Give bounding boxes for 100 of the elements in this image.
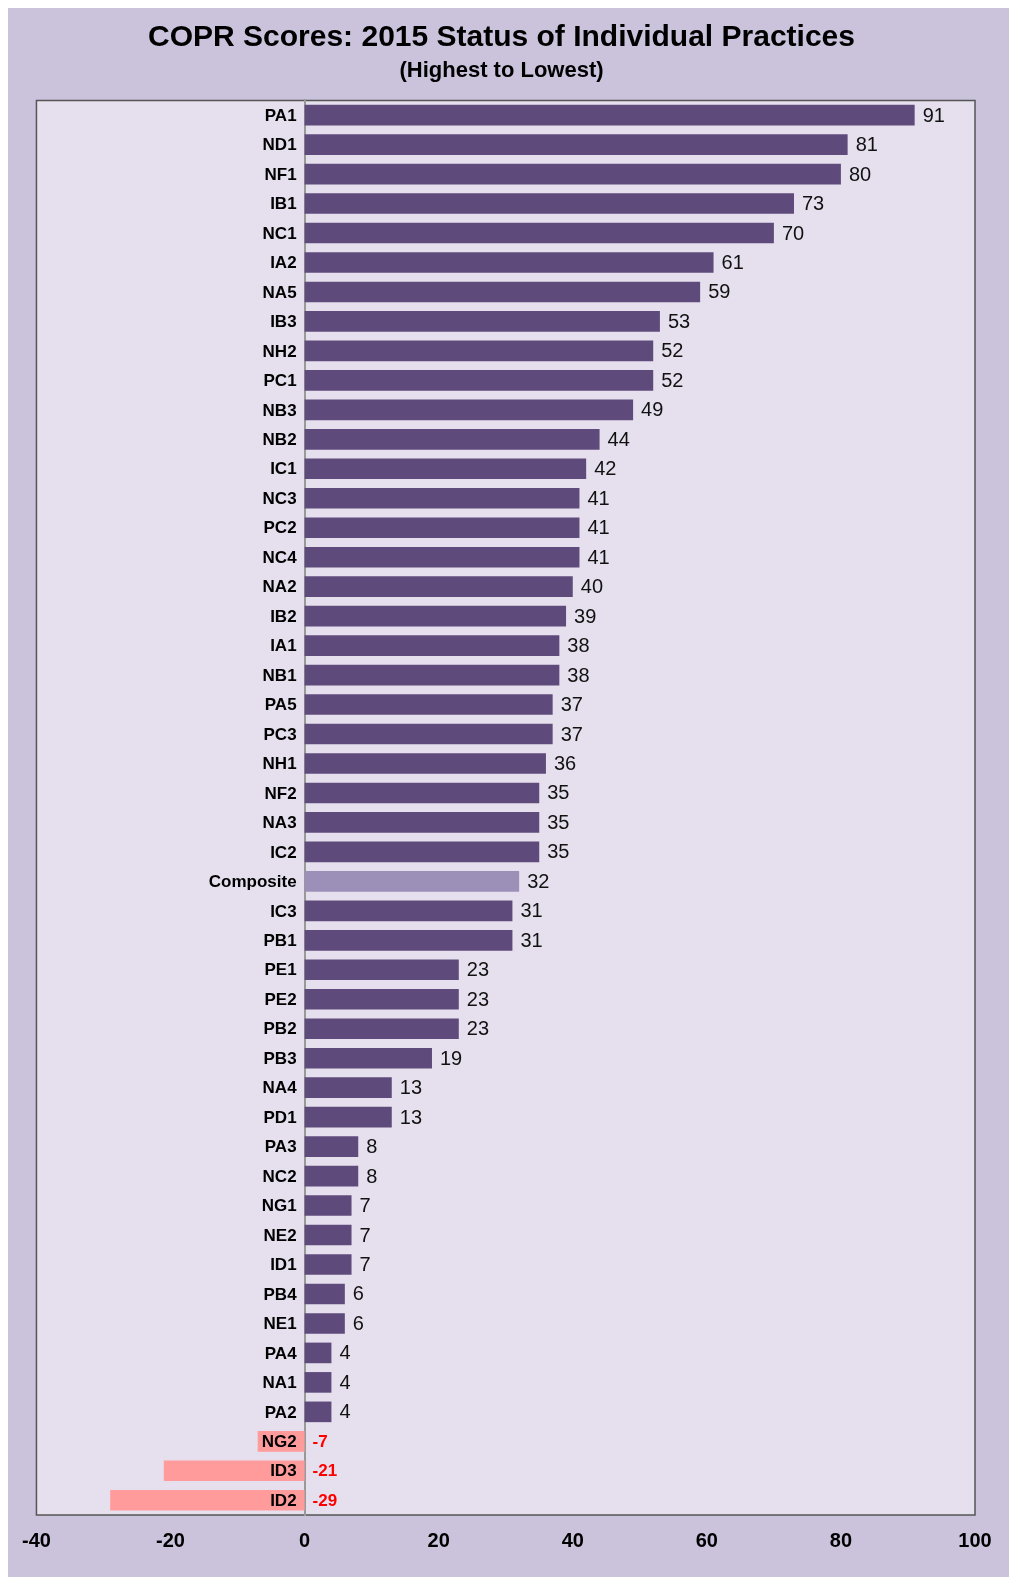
- bar: [304, 930, 513, 951]
- x-tick-label: 20: [427, 1528, 450, 1551]
- x-tick-label: 100: [958, 1528, 992, 1551]
- data-label: 61: [721, 251, 744, 274]
- data-label: 40: [580, 575, 604, 598]
- y-tick-label: PC1: [263, 371, 297, 391]
- bar: [304, 429, 600, 450]
- bar: [304, 1372, 332, 1393]
- data-label: 44: [607, 427, 630, 450]
- y-tick-label: NA2: [262, 577, 297, 597]
- data-label: 38: [567, 634, 590, 657]
- data-label: 7: [359, 1253, 371, 1276]
- x-tick-label: 0: [299, 1528, 311, 1551]
- y-tick-label: NH1: [262, 754, 297, 774]
- data-label: 6: [352, 1282, 364, 1305]
- bar: [304, 635, 560, 656]
- y-tick-label: PB2: [263, 1019, 297, 1039]
- bar: [304, 1018, 459, 1040]
- bar: [304, 1077, 392, 1098]
- bar: [304, 782, 540, 804]
- bar: [304, 605, 567, 627]
- data-label: 19: [439, 1046, 463, 1069]
- y-tick-label: NA4: [262, 1078, 298, 1098]
- y-tick-label: IA1: [270, 636, 297, 656]
- x-tick-label: -40: [22, 1528, 51, 1551]
- bar: [304, 959, 459, 981]
- y-tick-label: NC3: [262, 488, 297, 508]
- data-label: -29: [312, 1490, 338, 1510]
- bar: [304, 487, 580, 509]
- y-tick-label: NF1: [264, 164, 297, 184]
- data-label: 8: [366, 1135, 378, 1158]
- bar: [304, 988, 459, 1010]
- y-tick-label: IC1: [270, 459, 297, 479]
- data-label: 32: [527, 869, 550, 892]
- data-label: 35: [547, 810, 570, 833]
- y-tick-label: NC1: [262, 223, 297, 243]
- y-tick-label: PA4: [264, 1343, 298, 1363]
- bar: [304, 222, 774, 244]
- y-tick-label: IB3: [270, 312, 297, 332]
- y-tick-label: Composite: [208, 872, 297, 892]
- bar: [304, 1136, 359, 1157]
- data-label: 80: [848, 162, 872, 185]
- bar: [304, 1313, 345, 1334]
- data-label: 41: [587, 545, 610, 568]
- bar: [304, 163, 841, 185]
- data-label: 7: [359, 1223, 371, 1246]
- data-label: 42: [594, 457, 617, 480]
- bar: [110, 1489, 305, 1511]
- data-label: 23: [466, 958, 490, 981]
- data-label: 52: [661, 368, 684, 391]
- bar: [304, 546, 580, 568]
- y-tick-label: PE2: [264, 989, 297, 1009]
- bar: [304, 104, 915, 126]
- data-label: 4: [339, 1400, 351, 1423]
- bar: [304, 193, 794, 214]
- y-tick-label: IC2: [270, 842, 297, 862]
- data-label: 23: [466, 1017, 490, 1040]
- bar: [304, 753, 546, 774]
- x-tick-label: 80: [829, 1528, 853, 1551]
- data-label: 41: [587, 486, 610, 509]
- y-tick-label: NG1: [261, 1196, 297, 1216]
- y-tick-label: PA2: [264, 1402, 297, 1422]
- data-label: 81: [855, 133, 878, 156]
- data-label: 39: [574, 604, 597, 627]
- y-tick-label: ID3: [270, 1461, 297, 1481]
- bar: [304, 900, 513, 922]
- data-label: 35: [547, 781, 570, 804]
- y-tick-label: PA3: [264, 1137, 297, 1157]
- data-label: 4: [339, 1341, 351, 1364]
- bar: [304, 311, 660, 332]
- bar: [304, 1342, 332, 1364]
- data-label: -7: [312, 1432, 328, 1452]
- data-label: 6: [352, 1311, 364, 1334]
- data-label: -21: [312, 1461, 338, 1481]
- bar: [304, 694, 553, 715]
- data-label: 35: [547, 840, 570, 863]
- bar: [304, 340, 654, 362]
- x-tick-label: 60: [695, 1528, 718, 1551]
- y-tick-label: NB3: [262, 400, 297, 420]
- bar: [304, 1047, 432, 1069]
- y-tick-label: PB4: [263, 1284, 298, 1304]
- y-tick-label: PD1: [263, 1107, 297, 1127]
- data-label: 37: [560, 722, 583, 745]
- y-tick-label: PA1: [264, 105, 297, 125]
- data-label: 41: [587, 516, 610, 539]
- bar: [304, 1283, 345, 1305]
- data-label: 31: [520, 928, 543, 951]
- bar: [304, 399, 634, 421]
- y-tick-label: NH2: [262, 341, 297, 361]
- data-label: 49: [641, 398, 664, 421]
- data-label: 8: [366, 1164, 378, 1187]
- data-label: 37: [560, 693, 583, 716]
- y-tick-label: NA3: [262, 813, 297, 833]
- bar: [304, 1254, 352, 1275]
- y-tick-label: NF2: [264, 783, 297, 803]
- bar: [304, 871, 520, 892]
- y-tick-label: ID2: [270, 1490, 297, 1510]
- bar: [304, 370, 654, 391]
- chart-title: COPR Scores: 2015 Status of Individual Practices: [148, 19, 855, 53]
- y-tick-label: PC2: [263, 518, 297, 538]
